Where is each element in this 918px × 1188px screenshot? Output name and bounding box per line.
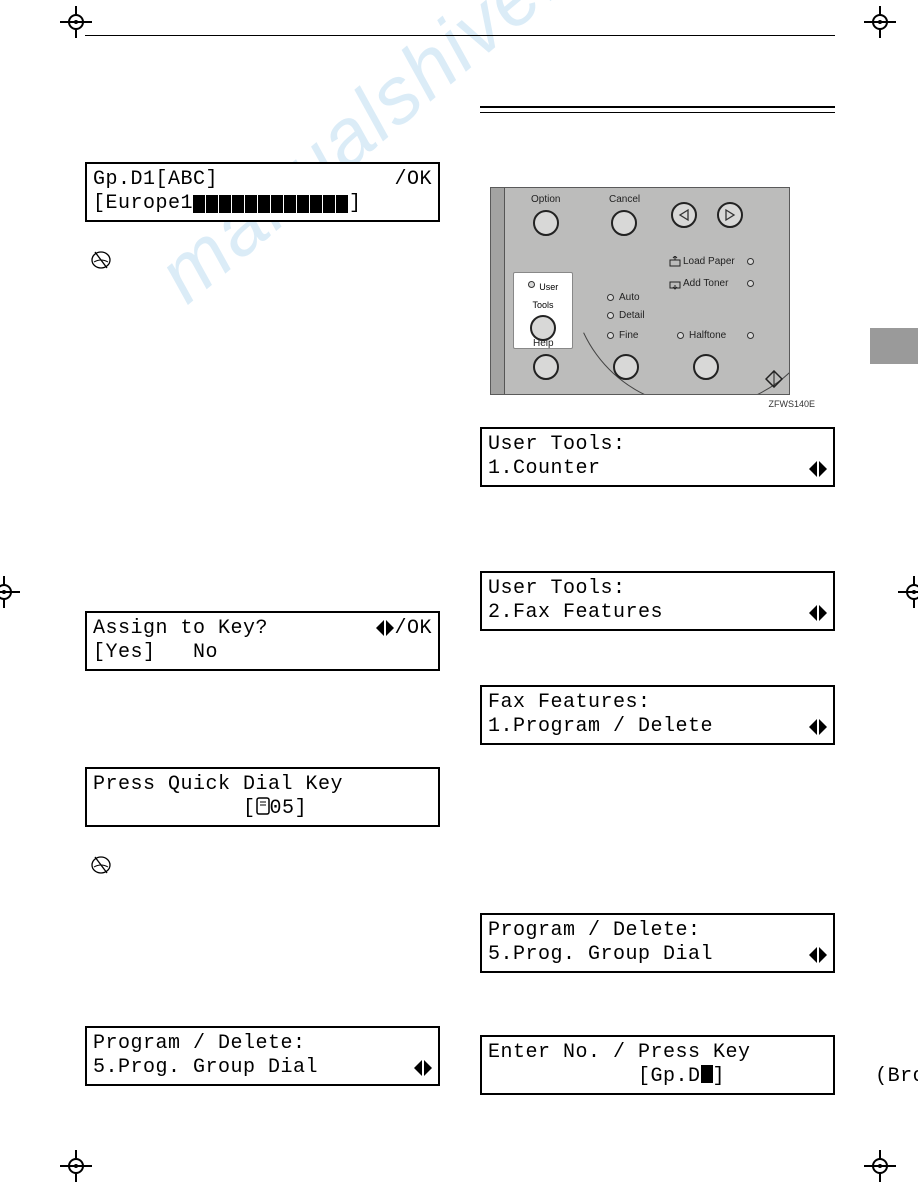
top-rule xyxy=(85,35,835,36)
triangle-left-icon xyxy=(677,208,691,222)
lcd-user-tools-counter: User Tools: 1.Counter xyxy=(480,427,835,487)
panel-label: Option xyxy=(531,194,560,205)
add-toner-icon xyxy=(669,278,681,290)
lcd-text: (Browse xyxy=(875,1065,918,1088)
lcd-text: Fax Features: xyxy=(488,691,651,715)
lcd-text: 2.Fax Features xyxy=(488,601,663,625)
led-icon xyxy=(607,294,614,301)
led-icon xyxy=(607,312,614,319)
registration-mark xyxy=(864,1150,896,1182)
lcd-text: [ xyxy=(243,797,256,820)
nav-arrows-icon xyxy=(376,620,394,636)
note-icon xyxy=(91,853,111,875)
panel-label: Halftone xyxy=(689,330,726,341)
triangle-right-icon xyxy=(723,208,737,222)
right-column: Option Cancel User Tools Help Auto xyxy=(480,106,835,1113)
lcd-text: User Tools: xyxy=(488,433,626,457)
nav-arrows-icon xyxy=(414,1060,432,1076)
halftone-button[interactable] xyxy=(693,354,719,380)
lcd-text: [Yes] No xyxy=(93,641,218,665)
left-column: Gp.D1[ABC] /OK [Europe1 ] xyxy=(85,106,440,1113)
panel-label: Add Toner xyxy=(683,278,728,289)
lcd-text: 1.Program / Delete xyxy=(488,715,713,739)
lcd-assign-key: Assign to Key? /OK [Yes] No xyxy=(85,611,440,671)
lcd-quick-dial: Press Quick Dial Key [05] xyxy=(85,767,440,827)
lcd-text: ] xyxy=(295,797,308,820)
lcd-text: Gp.D1[ABC] xyxy=(93,168,218,192)
panel-label: Cancel xyxy=(609,194,640,205)
page-tab xyxy=(870,328,918,364)
lcd-text: 1.Counter xyxy=(488,457,601,481)
lcd-text: 5.Prog. Group Dial xyxy=(93,1056,318,1080)
nav-arrows-icon xyxy=(809,605,827,621)
lcd-prog-group-dial-left: Program / Delete: 5.Prog. Group Dial xyxy=(85,1026,440,1086)
panel-label: Detail xyxy=(619,310,645,321)
lcd-text: ] xyxy=(713,1065,726,1088)
led-icon xyxy=(747,280,754,287)
panel-label: Auto xyxy=(619,292,640,303)
cancel-button[interactable] xyxy=(611,210,637,236)
lcd-prog-group-dial-right: Program / Delete: 5.Prog. Group Dial xyxy=(480,913,835,973)
led-icon xyxy=(607,332,614,339)
help-button[interactable] xyxy=(533,354,559,380)
lcd-text: 5.Prog. Group Dial xyxy=(488,943,713,967)
lcd-text: Program / Delete: xyxy=(488,919,701,943)
registration-mark xyxy=(60,1150,92,1182)
lcd-blocks xyxy=(193,195,349,213)
nav-arrows-icon xyxy=(809,719,827,735)
cursor-icon xyxy=(701,1065,713,1083)
resolution-button[interactable] xyxy=(613,354,639,380)
lcd-text: Assign to Key? xyxy=(93,617,268,641)
lcd-text: /OK xyxy=(394,617,432,640)
lcd-enter-number: Enter No. / Press Key [Gp.D] (Browse) xyxy=(480,1035,835,1095)
lcd-text: ] xyxy=(349,192,362,216)
lcd-text: User Tools: xyxy=(488,577,626,601)
panel-label: User Tools xyxy=(532,282,558,310)
registration-mark xyxy=(0,576,20,608)
registration-mark xyxy=(898,576,918,608)
figure-code: ZFWS140E xyxy=(480,399,815,409)
registration-mark xyxy=(864,6,896,38)
lcd-fax-features: Fax Features: 1.Program / Delete xyxy=(480,685,835,745)
diamond-icon xyxy=(765,370,783,388)
led-icon xyxy=(528,281,535,288)
nav-arrows-icon xyxy=(809,947,827,963)
load-paper-icon xyxy=(669,256,681,268)
lcd-text: /OK xyxy=(394,168,432,192)
lcd-user-tools-fax: User Tools: 2.Fax Features xyxy=(480,571,835,631)
registration-mark xyxy=(60,6,92,38)
key-icon xyxy=(256,797,270,815)
section-rule xyxy=(480,112,835,113)
lcd-group-name: Gp.D1[ABC] /OK [Europe1 ] xyxy=(85,162,440,222)
lcd-text: Program / Delete: xyxy=(93,1032,306,1056)
control-panel-illustration: Option Cancel User Tools Help Auto xyxy=(490,187,790,395)
led-icon xyxy=(747,258,754,265)
note-icon xyxy=(91,248,111,270)
option-button[interactable] xyxy=(533,210,559,236)
panel-label: Load Paper xyxy=(683,256,735,267)
led-icon xyxy=(747,332,754,339)
panel-label: Help xyxy=(533,338,554,349)
nav-arrows-icon xyxy=(809,461,827,477)
lcd-text: 05 xyxy=(270,797,295,820)
section-rule xyxy=(480,106,835,108)
lcd-text: [Gp.D xyxy=(638,1065,701,1088)
lcd-text: [Europe1 xyxy=(93,192,193,216)
panel-label: Fine xyxy=(619,330,638,341)
led-icon xyxy=(677,332,684,339)
